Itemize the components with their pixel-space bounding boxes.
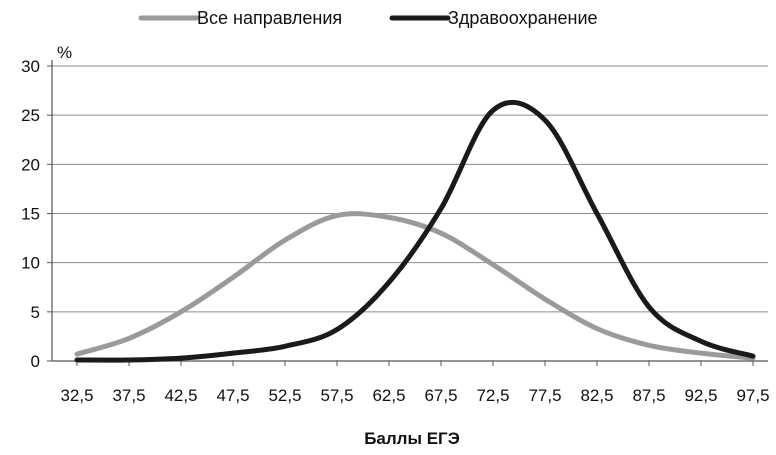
- x-axis-title: Баллы ЕГЭ: [364, 429, 460, 448]
- y-tick-label: 0: [31, 352, 40, 371]
- y-tick-label: 15: [21, 205, 40, 224]
- x-tick-label: 37,5: [112, 386, 145, 405]
- gridlines: [52, 65, 768, 313]
- series-healthcare: [74, 99, 756, 363]
- x-tick-label: 67,5: [424, 386, 457, 405]
- y-tick-label: 25: [21, 106, 40, 125]
- y-tick-label: 5: [31, 303, 40, 322]
- x-tick-label: 32,5: [60, 386, 93, 405]
- x-tick-label: 87,5: [632, 386, 665, 405]
- x-tick-label: 72,5: [476, 386, 509, 405]
- x-tick-label: 42,5: [164, 386, 197, 405]
- y-axis-unit: %: [57, 43, 72, 62]
- x-tick-label: 52,5: [268, 386, 301, 405]
- x-tick-label: 97,5: [736, 386, 769, 405]
- x-tick-labels: 32,5 37,5 42,5 47,5 52,5 57,5 62,5 67,5 72,5 77,5…: [60, 361, 770, 405]
- y-tick-label: 30: [21, 57, 40, 76]
- series-all-directions: [74, 211, 756, 361]
- series-line: [74, 211, 756, 361]
- x-tick-label: 62,5: [372, 386, 405, 405]
- legend-item: Все направления: [138, 8, 342, 28]
- x-tick-label: 57,5: [320, 386, 353, 405]
- legend-label: Все направления: [197, 8, 342, 28]
- legend: Все направления Здравоохранение: [138, 8, 598, 28]
- legend-item: Здравоохранение: [389, 8, 598, 28]
- legend-label: Здравоохранение: [448, 8, 598, 28]
- series-line: [74, 99, 756, 363]
- x-tick-label: 82,5: [580, 386, 613, 405]
- x-tick-label: 77,5: [528, 386, 561, 405]
- series-lines: [74, 99, 756, 363]
- y-tick-labels: 0 5 10 15 20 25 30: [21, 57, 52, 371]
- y-tick-label: 20: [21, 155, 40, 174]
- y-tick-label: 10: [21, 254, 40, 273]
- x-tick-label: 47,5: [216, 386, 249, 405]
- x-tick-label: 92,5: [684, 386, 717, 405]
